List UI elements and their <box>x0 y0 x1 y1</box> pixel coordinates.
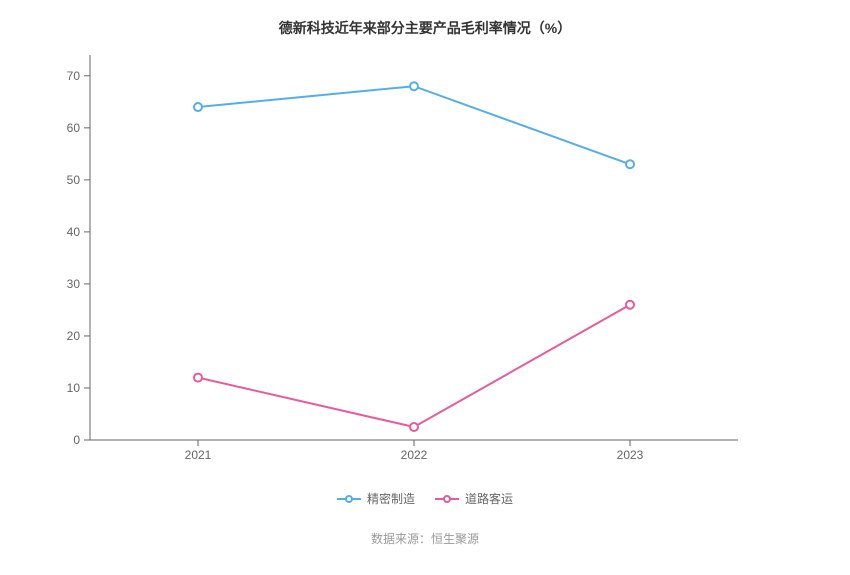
series-line-1 <box>198 305 630 427</box>
y-tick-label: 40 <box>67 225 90 239</box>
data-source: 数据来源：恒生聚源 <box>0 530 850 547</box>
y-tick-label: 20 <box>67 329 90 343</box>
plot-area: 010203040506070202120222023 <box>90 55 738 440</box>
legend-label: 精密制造 <box>367 490 415 507</box>
x-tick-label: 2021 <box>185 440 212 462</box>
y-tick-label: 70 <box>67 69 90 83</box>
source-prefix: 数据来源： <box>371 532 431 546</box>
series-marker <box>626 301 634 309</box>
series-marker <box>410 82 418 90</box>
series-marker <box>194 103 202 111</box>
y-tick-label: 30 <box>67 277 90 291</box>
plot-svg <box>90 55 738 440</box>
y-tick-label: 10 <box>67 381 90 395</box>
legend-item[interactable]: 道路客运 <box>435 490 513 507</box>
series-marker <box>410 423 418 431</box>
source-text: 恒生聚源 <box>431 532 479 546</box>
legend-swatch <box>435 493 459 505</box>
series-line-0 <box>198 86 630 164</box>
x-tick-label: 2022 <box>401 440 428 462</box>
series-marker <box>194 374 202 382</box>
x-tick-label: 2023 <box>617 440 644 462</box>
chart-container: 德新科技近年来部分主要产品毛利率情况（%） 010203040506070202… <box>0 0 850 575</box>
legend-item[interactable]: 精密制造 <box>337 490 415 507</box>
y-tick-label: 60 <box>67 121 90 135</box>
legend-swatch <box>337 493 361 505</box>
y-tick-label: 0 <box>73 433 90 447</box>
chart-title: 德新科技近年来部分主要产品毛利率情况（%） <box>0 0 850 38</box>
legend: 精密制造 道路客运 <box>0 490 850 507</box>
y-tick-label: 50 <box>67 173 90 187</box>
legend-label: 道路客运 <box>465 490 513 507</box>
series-marker <box>626 160 634 168</box>
